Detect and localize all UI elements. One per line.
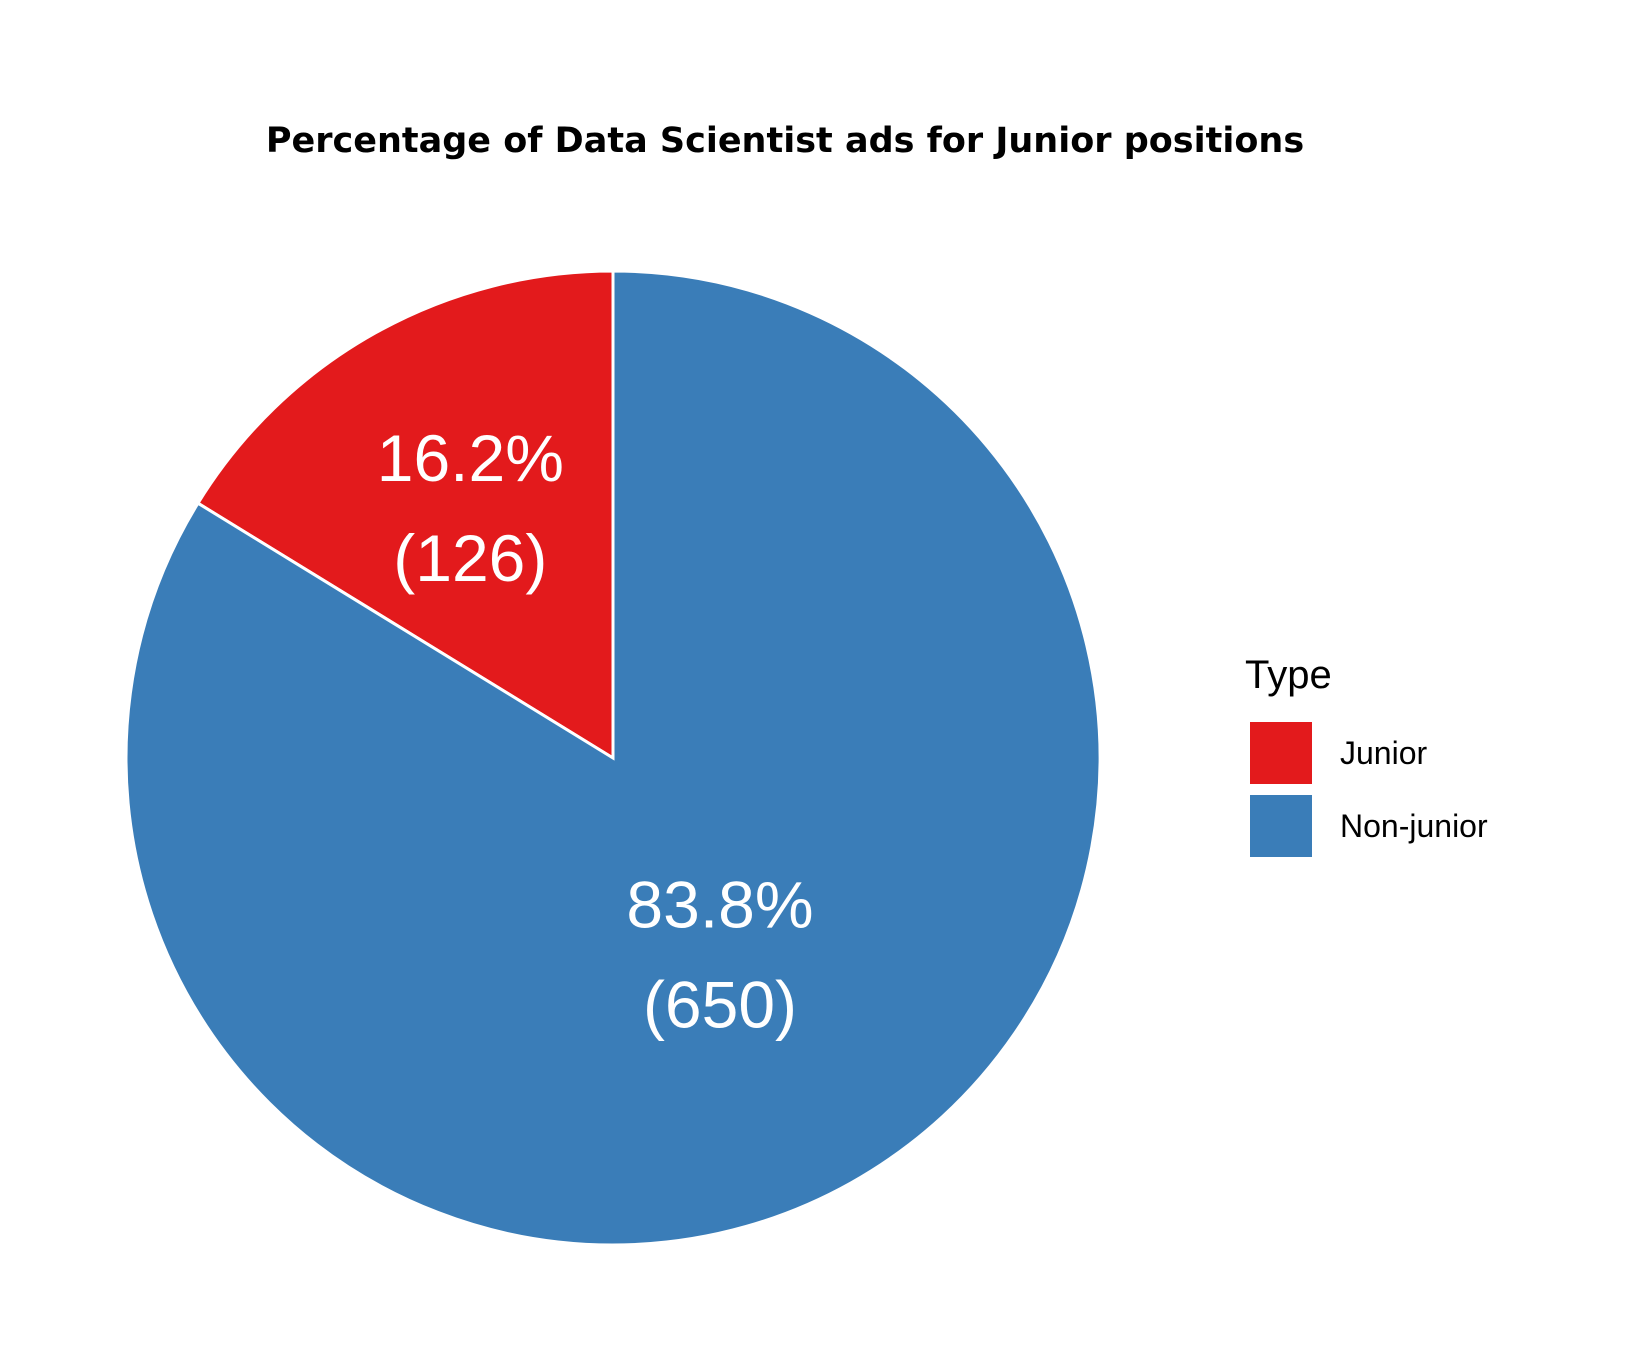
legend: Type Junior Non-junior <box>1245 653 1488 857</box>
pie-slices <box>124 269 1102 1247</box>
pie-slice-non-junior <box>124 269 1102 1247</box>
data-label-count-non-junior: (650) <box>643 967 797 1041</box>
pie-labels: 16.2% (126) 83.8% (650) <box>377 421 814 1041</box>
data-label-count-junior: (126) <box>393 521 547 595</box>
legend-title: Type <box>1245 653 1332 697</box>
legend-swatch-non-junior <box>1250 795 1312 857</box>
legend-label-junior: Junior <box>1340 735 1428 771</box>
legend-swatch-junior <box>1250 722 1312 784</box>
data-label-percent-non-junior: 83.8% <box>626 867 813 941</box>
chart-title: Percentage of Data Scientist ads for Jun… <box>266 121 1304 161</box>
legend-label-non-junior: Non-junior <box>1340 808 1488 844</box>
pie-slice-junior <box>195 269 615 761</box>
data-label-percent-junior: 16.2% <box>377 421 564 495</box>
